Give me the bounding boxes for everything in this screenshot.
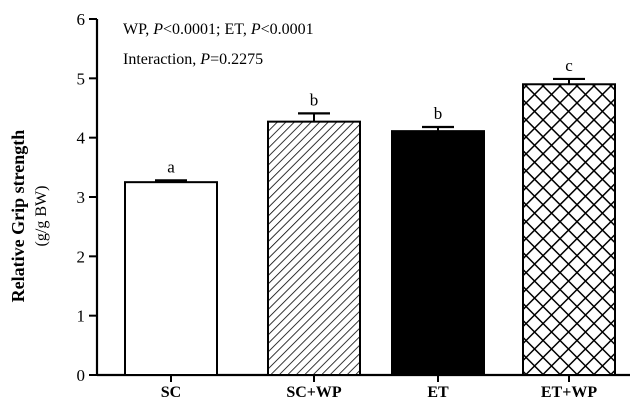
annotation-interaction: Interaction, P=0.2275 [123,51,263,68]
x-tick-label: ET+WP [541,384,597,401]
y-tick-label: 6 [77,10,86,29]
y-axis-unit-label: (g/g BW) [33,186,50,247]
y-tick-label: 3 [77,188,86,207]
bar-sc-plus-wp [267,120,361,376]
bar-et-plus-wp [522,83,616,377]
y-tick-label: 2 [77,247,86,266]
bar-sc [124,181,218,376]
bars: a b b c [124,56,616,377]
x-tick-label: ET [427,384,449,401]
x-tick-label: SC+WP [286,384,342,401]
y-tick-label: 5 [77,69,86,88]
significance-letter: b [434,104,443,123]
significance-letter: b [310,90,319,109]
bar-et [391,130,485,376]
y-tick-label: 1 [77,307,86,326]
x-tick-label: SC [161,384,181,401]
significance-letter: c [565,56,573,75]
annotation-main-effects: WP, P<0.0001; ET, P<0.0001 [123,21,314,38]
y-tick-label: 0 [77,366,86,385]
y-tick-label: 4 [77,129,86,148]
significance-letter: a [167,157,175,176]
y-axis-label: Relative Grip strength [8,130,28,303]
